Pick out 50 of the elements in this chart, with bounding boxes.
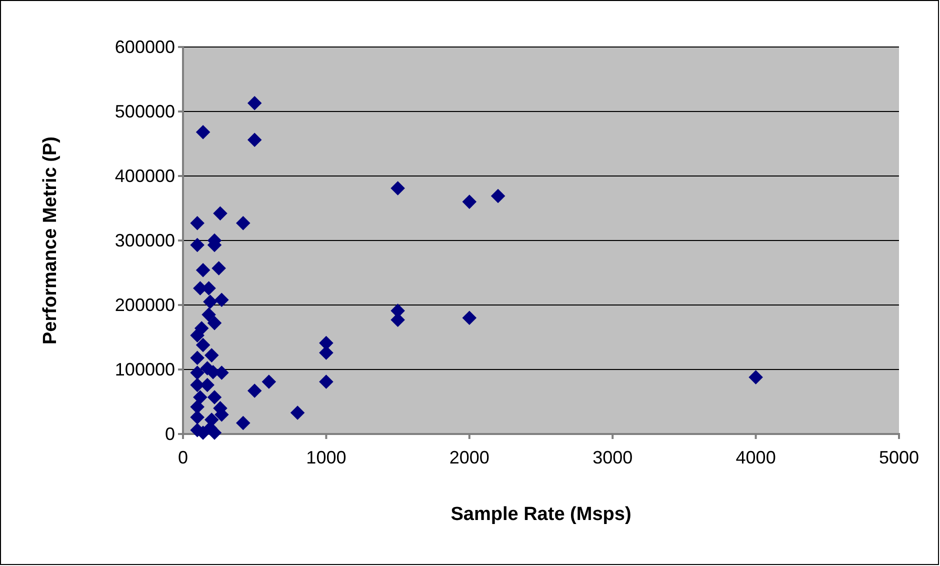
- point: [200, 378, 214, 392]
- point: [190, 366, 204, 380]
- y-tick-label: 600000: [114, 36, 175, 57]
- point: [203, 294, 218, 309]
- x-tick-label: 1000: [306, 448, 346, 468]
- point: [207, 316, 222, 330]
- x-tick-label: 2000: [449, 448, 490, 468]
- y-tick-label: 100000: [114, 359, 175, 380]
- x-axis-title: Sample Rate (Msps): [450, 504, 632, 525]
- point: [190, 238, 204, 252]
- point: [214, 292, 229, 307]
- y-tick-label: 200000: [114, 294, 175, 315]
- point: [190, 350, 204, 366]
- point: [390, 181, 405, 196]
- y-tick-label: 400000: [114, 166, 175, 186]
- point: [196, 125, 210, 140]
- point: [319, 346, 334, 360]
- point: [190, 328, 204, 342]
- y-tick-label: 500000: [114, 101, 175, 122]
- point: [193, 390, 208, 404]
- point: [212, 261, 226, 276]
- y-tick-label: 0: [164, 424, 175, 444]
- point: [247, 96, 262, 110]
- point: [290, 406, 305, 420]
- point: [202, 308, 216, 322]
- y-tick-label: 300000: [114, 230, 175, 250]
- y-axis-title: Performance Metric (P): [40, 136, 61, 345]
- point: [190, 400, 204, 414]
- x-tick-label: 0: [178, 448, 188, 468]
- point: [319, 374, 334, 389]
- point: [196, 263, 210, 278]
- point: [247, 132, 262, 148]
- point: [196, 338, 210, 352]
- point: [462, 310, 477, 326]
- point: [207, 390, 222, 404]
- point: [213, 206, 228, 221]
- point: [490, 188, 506, 204]
- point: [190, 216, 204, 230]
- point: [462, 194, 477, 209]
- point: [190, 410, 204, 424]
- point: [236, 416, 250, 430]
- point: [262, 374, 276, 389]
- point: [204, 348, 219, 362]
- x-tick-label: 3000: [592, 448, 633, 468]
- point: [236, 216, 250, 230]
- point: [748, 370, 763, 384]
- point: [247, 384, 262, 398]
- x-tick-label: 5000: [878, 448, 920, 468]
- x-tick-label: 4000: [736, 448, 776, 468]
- point: [207, 426, 222, 440]
